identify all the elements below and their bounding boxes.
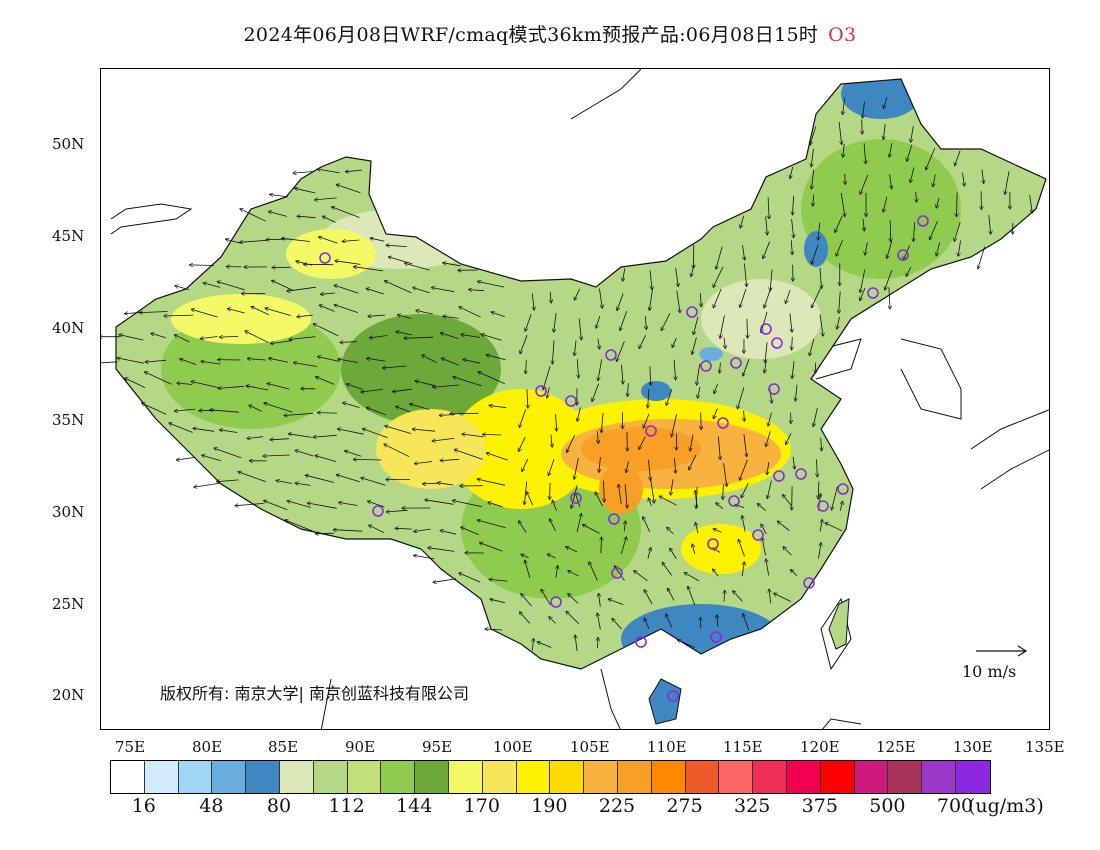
color-swatch <box>178 761 213 793</box>
title-species: O3 <box>828 24 857 46</box>
color-swatch <box>854 761 889 793</box>
lon-label-105e: 105E <box>570 738 610 756</box>
lon-label-115e: 115E <box>723 738 763 756</box>
lat-label-25n: 25N <box>52 595 85 613</box>
color-swatch <box>313 761 348 793</box>
wind-reference-arrow <box>976 645 1028 657</box>
color-scale-tick: 225 <box>598 795 636 817</box>
lon-label-80e: 80E <box>192 738 223 756</box>
color-swatch <box>516 761 551 793</box>
color-scale-tick: 80 <box>266 795 292 817</box>
taiwan-island <box>828 598 850 650</box>
color-swatch <box>651 761 686 793</box>
color-swatch <box>922 761 956 793</box>
color-swatch <box>415 761 449 793</box>
lon-label-75e: 75E <box>115 738 146 756</box>
color-swatch <box>617 761 652 793</box>
color-swatch <box>347 761 382 793</box>
ozone-map <box>101 69 1049 729</box>
color-swatch <box>246 761 280 793</box>
lon-label-135e: 135E <box>1025 738 1065 756</box>
copyright-text: 版权所有: 南京大学| 南京创蓝科技有限公司 <box>160 684 469 703</box>
title-main: 2024年06月08日WRF/cmaq模式36km预报产品:06月08日15时 <box>243 24 819 46</box>
color-scale-tick: 700 <box>936 795 974 817</box>
color-swatch <box>584 761 618 793</box>
lon-label-120e: 120E <box>800 738 840 756</box>
color-swatch <box>820 761 855 793</box>
lat-label-50n: 50N <box>52 135 85 153</box>
map-panel <box>100 68 1050 730</box>
color-scale-tick: 500 <box>869 795 906 817</box>
color-swatch <box>279 761 314 793</box>
color-scale-tick: 144 <box>396 795 433 817</box>
lon-label-130e: 130E <box>953 738 993 756</box>
hainan-island <box>648 678 682 725</box>
wind-reference-label: 10 m/s <box>962 662 1017 681</box>
color-scale-tick: 170 <box>463 795 500 817</box>
wind-vectors <box>101 96 1032 651</box>
lon-label-110e: 110E <box>647 738 687 756</box>
color-scale-tick: 16 <box>131 795 156 817</box>
lon-label-90e: 90E <box>345 738 376 756</box>
color-swatch <box>550 761 585 793</box>
map-title: 2024年06月08日WRF/cmaq模式36km预报产品:06月08日15时 O… <box>0 20 1100 47</box>
color-scale-unit: (ug/m3) <box>968 795 1044 817</box>
lat-label-45n: 45N <box>52 227 85 245</box>
color-scale-tick: 112 <box>328 795 365 817</box>
color-swatch <box>212 761 247 793</box>
color-swatch <box>482 761 517 793</box>
color-swatch <box>685 761 720 793</box>
color-swatch <box>888 761 923 793</box>
lon-label-125e: 125E <box>876 738 916 756</box>
lat-label-30n: 30N <box>52 503 85 521</box>
color-swatch <box>381 761 416 793</box>
lat-label-20n: 20N <box>52 686 85 704</box>
color-scale-tick: 48 <box>199 795 224 817</box>
color-scale-tick: 325 <box>734 795 771 817</box>
lon-label-100e: 100E <box>493 738 533 756</box>
color-swatch <box>448 761 483 793</box>
lon-label-85e: 85E <box>268 738 299 756</box>
color-swatch <box>144 761 179 793</box>
color-scale <box>110 760 991 794</box>
color-swatch <box>955 761 990 793</box>
color-swatch <box>753 761 787 793</box>
color-swatch <box>111 761 145 793</box>
color-swatch <box>719 761 754 793</box>
color-scale-tick: 275 <box>666 795 703 817</box>
lat-label-40n: 40N <box>52 319 85 337</box>
color-scale-tick: 190 <box>531 795 568 817</box>
color-scale-tick: 375 <box>801 795 838 817</box>
station-markers <box>319 215 929 702</box>
color-swatch <box>786 761 821 793</box>
lon-label-95e: 95E <box>422 738 453 756</box>
lat-label-35n: 35N <box>52 411 85 429</box>
